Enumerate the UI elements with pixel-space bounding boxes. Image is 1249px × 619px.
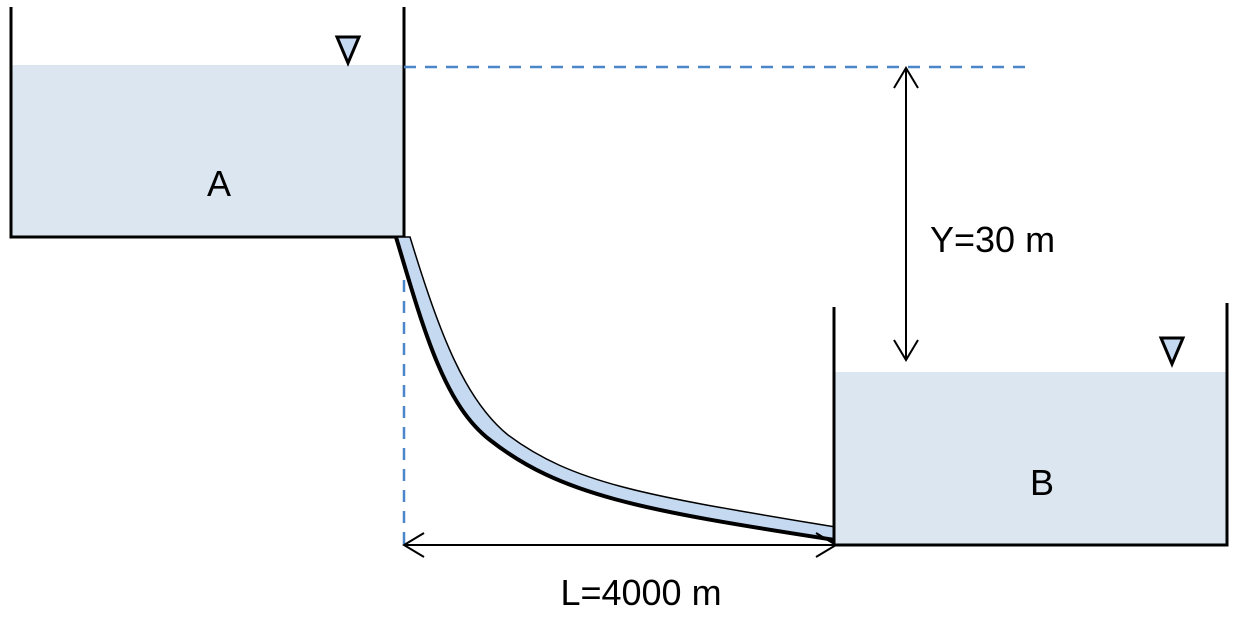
pipe-length-arrowhead-left — [402, 532, 425, 558]
tank-a-water — [11, 65, 404, 237]
tank-a-water-surface-icon — [334, 35, 362, 67]
pipe-body — [394, 236, 836, 541]
pipe-length-label: L=4000 m — [560, 572, 721, 613]
tank-b-label: B — [1030, 462, 1054, 503]
head-difference-label: Y=30 m — [930, 219, 1055, 260]
tank-b-walls — [832, 303, 1229, 547]
pipe-length-arrowhead-right — [815, 532, 838, 558]
tank-b-water — [834, 372, 1227, 545]
tank-a-walls — [9, 7, 406, 239]
pipe-bottom-edge — [394, 236, 836, 542]
tank-a-label: A — [207, 163, 231, 204]
tank-b-water-surface-icon — [1158, 336, 1186, 368]
head-difference-arrowhead-top — [893, 66, 919, 89]
head-difference-arrowhead-bottom — [893, 339, 919, 362]
